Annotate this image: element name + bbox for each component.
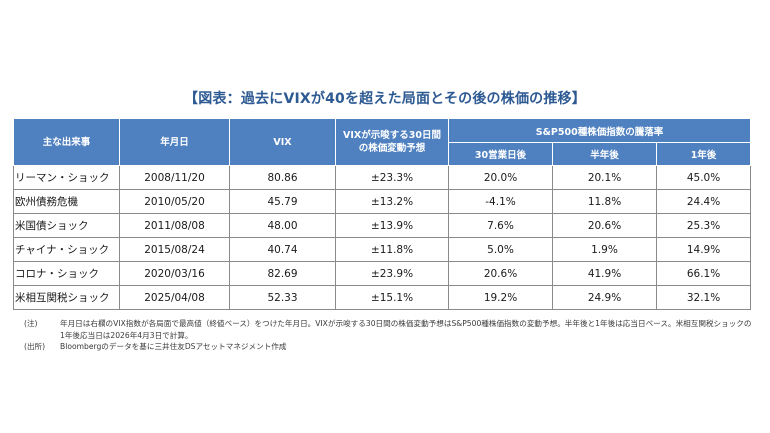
cell-event: 米相互関税ショック <box>13 285 120 310</box>
source-text: Bloombergのデータを基に三井住友DSアセットマネジメント作成 <box>60 342 287 351</box>
header-implied: VIXが示唆する30日間 の株価変動予想 <box>335 118 449 166</box>
cell-implied: ±11.8% <box>335 237 449 262</box>
table-body: リーマン・ショック 2008/11/20 80.86 ±23.3% 20.0% … <box>13 165 752 310</box>
cell-vix: 52.33 <box>229 285 336 310</box>
cell-6months: 11.8% <box>552 189 657 214</box>
cell-1year: 24.4% <box>655 189 752 214</box>
cell-date: 2025/04/08 <box>119 285 230 310</box>
table-row: 米国債ショック 2011/08/08 48.00 ±13.9% 7.6% 20.… <box>13 213 752 238</box>
cell-event: リーマン・ショック <box>13 165 120 190</box>
table-row: チャイナ・ショック 2015/08/24 40.74 ±11.8% 5.0% 1… <box>13 237 752 262</box>
header-date: 年月日 <box>119 118 230 166</box>
cell-1year: 25.3% <box>655 213 752 238</box>
cell-30days: 7.6% <box>448 213 553 238</box>
cell-date: 2020/03/16 <box>119 261 230 286</box>
cell-date: 2015/08/24 <box>119 237 230 262</box>
note-label: (注) <box>24 319 38 328</box>
cell-implied: ±23.3% <box>335 165 449 190</box>
header-event: 主な出来事 <box>13 118 120 166</box>
cell-event: 米国債ショック <box>13 213 120 238</box>
cell-30days: 5.0% <box>448 237 553 262</box>
cell-vix: 40.74 <box>229 237 336 262</box>
cell-implied: ±13.2% <box>335 189 449 214</box>
header-implied-line2: の株価変動予想 <box>358 143 426 154</box>
cell-30days: 19.2% <box>448 285 553 310</box>
cell-1year: 66.1% <box>655 261 752 286</box>
cell-implied: ±13.9% <box>335 213 449 238</box>
cell-1year: 32.1% <box>655 285 752 310</box>
cell-vix: 82.69 <box>229 261 336 286</box>
cell-6months: 20.6% <box>552 213 657 238</box>
source-label: (出所) <box>24 342 46 351</box>
header-implied-line1: VIXが示唆する30日間 <box>343 130 441 141</box>
header-sp-group: S&P500種株価指数の騰落率 <box>447 118 752 143</box>
table-row: 欧州債務危機 2010/05/20 45.79 ±13.2% -4.1% 11.… <box>13 189 752 214</box>
cell-30days: 20.0% <box>448 165 553 190</box>
cell-6months: 1.9% <box>552 237 657 262</box>
table-row: 米相互関税ショック 2025/04/08 52.33 ±15.1% 19.2% … <box>13 285 752 310</box>
note-text: 年月日は右欄のVIX指数が各局面で最高値（終値ベース）をつけた年月日。VIXが示… <box>60 319 752 340</box>
chart-title: 【図表：過去にVIXが40を超えた局面とその後の株価の推移】 <box>184 91 586 107</box>
header-1year: 1年後 <box>655 142 752 166</box>
table-row: コロナ・ショック 2020/03/16 82.69 ±23.9% 20.6% 4… <box>13 261 752 286</box>
note-row: (注) 年月日は右欄のVIX指数が各局面で最高値（終値ベース）をつけた年月日。V… <box>24 318 754 341</box>
footnotes: (注) 年月日は右欄のVIX指数が各局面で最高値（終値ベース）をつけた年月日。V… <box>24 318 754 353</box>
cell-date: 2011/08/08 <box>119 213 230 238</box>
cell-date: 2010/05/20 <box>119 189 230 214</box>
cell-6months: 41.9% <box>552 261 657 286</box>
cell-event: コロナ・ショック <box>13 261 120 286</box>
cell-vix: 45.79 <box>229 189 336 214</box>
cell-30days: 20.6% <box>448 261 553 286</box>
cell-6months: 24.9% <box>552 285 657 310</box>
header-30days: 30営業日後 <box>448 142 553 166</box>
cell-implied: ±15.1% <box>335 285 449 310</box>
cell-date: 2008/11/20 <box>119 165 230 190</box>
cell-event: 欧州債務危機 <box>13 189 120 214</box>
cell-1year: 14.9% <box>655 237 752 262</box>
cell-event: チャイナ・ショック <box>13 237 120 262</box>
table-row: リーマン・ショック 2008/11/20 80.86 ±23.3% 20.0% … <box>13 165 752 190</box>
cell-1year: 45.0% <box>655 165 752 190</box>
cell-6months: 20.1% <box>552 165 657 190</box>
cell-30days: -4.1% <box>448 189 553 214</box>
source-row: (出所) Bloombergのデータを基に三井住友DSアセットマネジメント作成 <box>24 341 754 353</box>
cell-implied: ±23.9% <box>335 261 449 286</box>
cell-vix: 48.00 <box>229 213 336 238</box>
header-6months: 半年後 <box>552 142 657 166</box>
header-vix: VIX <box>229 118 336 166</box>
cell-vix: 80.86 <box>229 165 336 190</box>
vix-table: 主な出来事 年月日 VIX VIXが示唆する30日間 の株価変動予想 S&P50… <box>13 118 752 310</box>
